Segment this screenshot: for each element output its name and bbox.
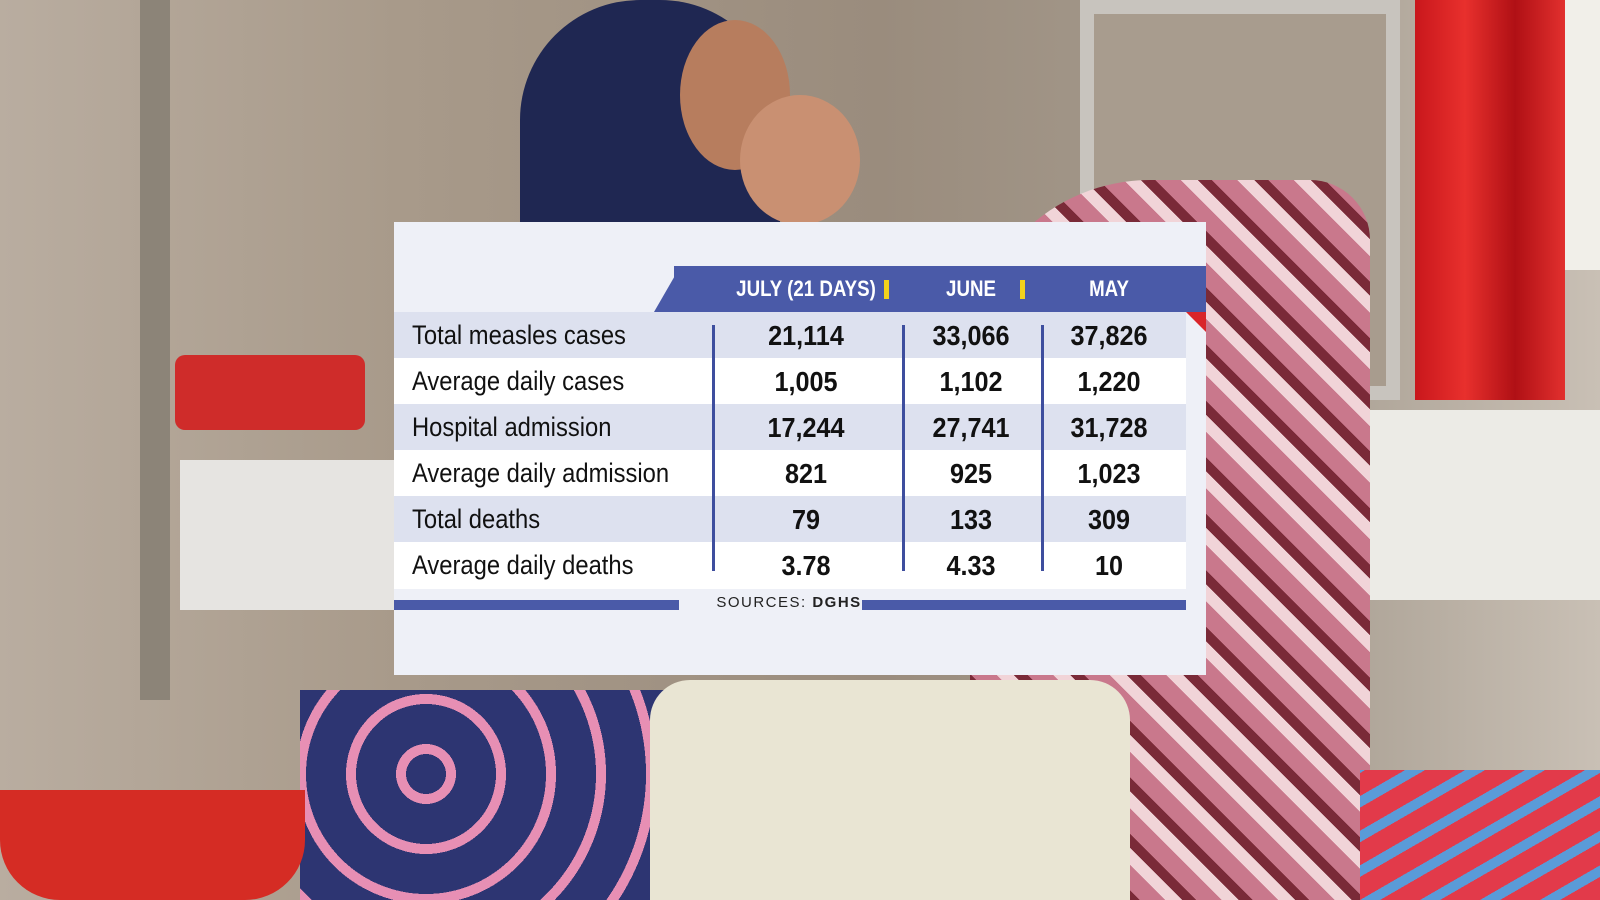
cell-value: 37,826 xyxy=(1070,320,1148,351)
cell-value: 27,741 xyxy=(932,412,1010,443)
table-row: Average daily admission 821 925 1,023 xyxy=(394,450,1186,497)
cell-value: 925 xyxy=(949,458,993,489)
cell-value: 21,114 xyxy=(768,320,844,351)
cell-value: 4.33 xyxy=(946,550,996,581)
cell-value: 33,066 xyxy=(932,320,1010,351)
table-row: Hospital admission 17,244 27,741 31,728 xyxy=(394,404,1186,451)
table-row: Average daily cases 1,005 1,102 1,220 xyxy=(394,358,1186,405)
column-divider xyxy=(712,325,715,571)
source-label: SOURCES: xyxy=(716,594,807,611)
cell-value: 79 xyxy=(791,504,821,535)
row-label: Total measles cases xyxy=(412,320,626,350)
header-separator xyxy=(1020,280,1025,299)
child xyxy=(740,95,860,225)
cell-value: 17,244 xyxy=(767,412,845,443)
table-row: Total deaths 79 133 309 xyxy=(394,496,1186,543)
cell-value: 31,728 xyxy=(1070,412,1148,443)
red-basin xyxy=(0,790,305,900)
corner-accent xyxy=(1186,312,1206,332)
row-label: Average daily admission xyxy=(412,458,670,488)
column-divider xyxy=(902,325,905,571)
table-row: Total measles cases 21,114 33,066 37,826 xyxy=(394,312,1186,359)
header-separator xyxy=(884,280,889,299)
table-row: Average daily deaths 3.78 4.33 10 xyxy=(394,542,1186,589)
source-rule xyxy=(394,600,679,610)
floral-bedsheet xyxy=(1360,770,1600,900)
white-sheet xyxy=(650,680,1130,900)
column-divider xyxy=(1041,325,1044,571)
cell-value: 133 xyxy=(949,504,993,535)
cell-value: 821 xyxy=(784,458,828,489)
cell-value: 309 xyxy=(1087,504,1131,535)
column-header: JULY (21 DAYS) xyxy=(736,276,876,301)
red-bag xyxy=(175,355,365,430)
row-label: Hospital admission xyxy=(412,412,612,442)
cell-value: 3.78 xyxy=(781,550,831,581)
cell-value: 1,102 xyxy=(939,366,1003,397)
red-curtain xyxy=(1415,0,1565,400)
cell-value: 1,023 xyxy=(1077,458,1141,489)
bed-left xyxy=(180,460,410,610)
source-name: DGHS xyxy=(812,594,862,611)
table-panel: SOURCES: DGHS JULY (21 DAYS) JUNE MAY Total… xyxy=(394,222,1206,675)
cell-value: 1,220 xyxy=(1077,366,1141,397)
source-rule xyxy=(862,600,1186,610)
column-header: MAY xyxy=(1089,276,1129,301)
cell-value: 1,005 xyxy=(774,366,838,397)
cell-value: 10 xyxy=(1094,550,1124,581)
white-wall xyxy=(1565,0,1600,270)
source: SOURCES: DGHS xyxy=(644,594,934,611)
header-band xyxy=(674,266,1206,312)
column-header: JUNE xyxy=(946,276,996,301)
row-label: Average daily deaths xyxy=(412,550,634,580)
row-label: Total deaths xyxy=(412,504,541,534)
row-label: Average daily cases xyxy=(412,366,625,396)
wall-pillar xyxy=(140,0,170,700)
